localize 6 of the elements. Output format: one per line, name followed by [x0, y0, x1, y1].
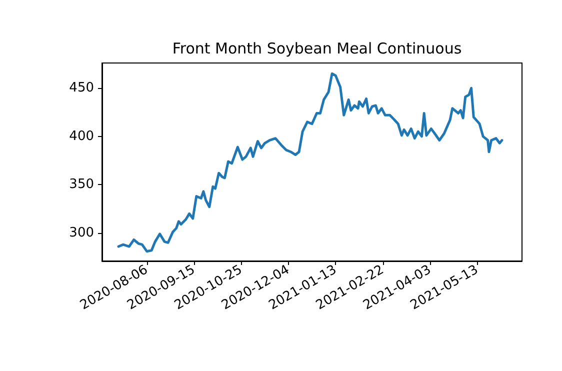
chart-title: Front Month Soybean Meal Continuous	[172, 40, 462, 58]
y-tick-label: 350	[69, 177, 94, 192]
y-tick-label: 300	[69, 225, 94, 240]
line-series	[117, 72, 504, 253]
y-tick-label: 450	[69, 80, 94, 96]
y-tick-label: 400	[69, 128, 94, 144]
